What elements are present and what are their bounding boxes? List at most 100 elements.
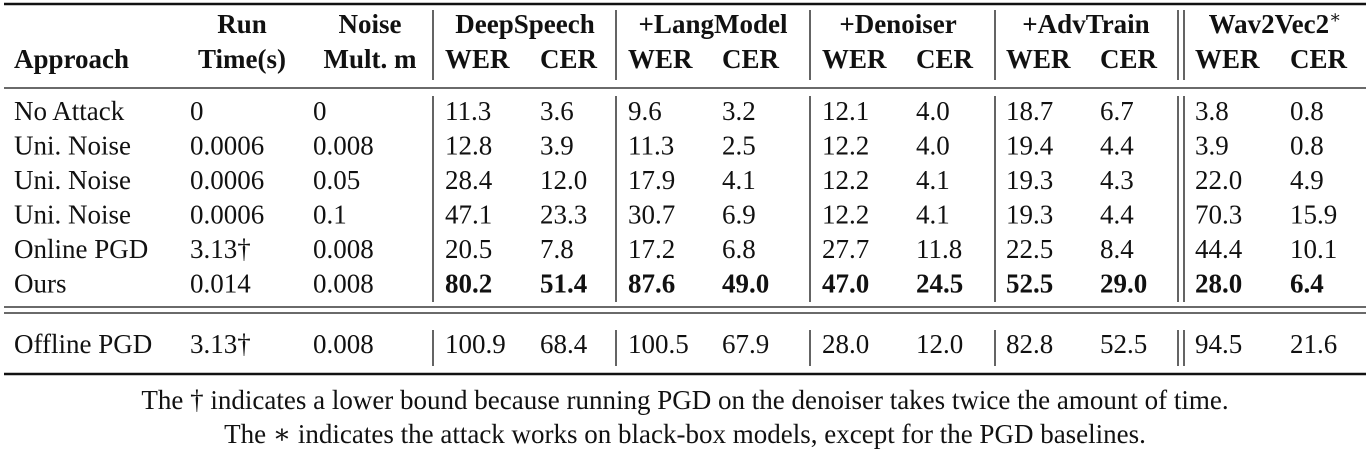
group-header: +AdvTrain (1022, 9, 1149, 39)
cell: 68.4 (540, 329, 588, 359)
row-label: Uni. Noise (14, 165, 131, 195)
cell: 80.2 (445, 269, 492, 299)
header-cell: Time(s) (198, 44, 286, 74)
cell: 7.8 (540, 234, 574, 264)
cell: 6.4 (1290, 269, 1324, 299)
metric-header: CER (1290, 44, 1348, 74)
cell: 19.3 (1006, 165, 1053, 195)
cell: 19.4 (1006, 131, 1054, 161)
cell: 12.2 (822, 165, 869, 195)
cell: 19.3 (1006, 200, 1053, 230)
cell: 4.1 (916, 200, 950, 230)
cell: 11.3 (628, 131, 674, 161)
cell: 6.8 (722, 234, 756, 264)
caption: The † indicates a lower bound because ru… (141, 385, 1228, 415)
cell: 12.2 (822, 200, 869, 230)
cell: 52.5 (1100, 329, 1147, 359)
cell: 27.7 (822, 234, 869, 264)
header-cell: Mult. m (324, 44, 417, 74)
cell: 87.6 (628, 269, 675, 299)
cell: 12.1 (822, 96, 869, 126)
cell: 4.1 (722, 165, 756, 195)
metric-header: WER (445, 44, 510, 74)
group-header: +Denoiser (839, 9, 956, 39)
cell: 4.3 (1100, 165, 1134, 195)
metric-header: CER (540, 44, 598, 74)
cell: 0 (190, 96, 204, 126)
cell: 30.7 (628, 200, 675, 230)
caption: The ∗ indicates the attack works on blac… (224, 419, 1146, 449)
cell: 12.2 (822, 131, 869, 161)
cell: 28.4 (445, 165, 493, 195)
group-header: Wav2Vec2∗ (1209, 7, 1342, 39)
header-cell: Run (217, 9, 267, 39)
cell: 4.0 (916, 96, 950, 126)
header-cell: Noise (339, 9, 402, 39)
cell: 28.0 (1195, 269, 1242, 299)
group-header: DeepSpeech (455, 9, 594, 39)
cell: 24.5 (916, 269, 963, 299)
cell: 9.6 (628, 96, 662, 126)
metric-header: WER (1195, 44, 1260, 74)
group-note: ∗ (1329, 7, 1341, 27)
row-label: Ours (14, 269, 67, 299)
cell: 0.008 (313, 131, 374, 161)
row-label: Offline PGD (14, 329, 152, 359)
cell: 0.1 (313, 200, 347, 230)
cell: 0.8 (1290, 96, 1324, 126)
row-label: Uni. Noise (14, 200, 131, 230)
cell: 4.0 (916, 131, 950, 161)
cell: 3.2 (722, 96, 756, 126)
cell: 100.5 (628, 329, 689, 359)
cell: 100.9 (445, 329, 506, 359)
row-label: Online PGD (14, 234, 148, 264)
cell: 10.1 (1290, 234, 1337, 264)
cell: 23.3 (540, 200, 587, 230)
metric-header: WER (628, 44, 693, 74)
cell: 0.008 (313, 329, 374, 359)
row-label: Uni. Noise (14, 131, 131, 161)
cell: 18.7 (1006, 96, 1053, 126)
cell: 3.13† (190, 234, 251, 264)
group-name: +LangModel (639, 9, 788, 39)
cell: 4.1 (916, 165, 950, 195)
row-label: No Attack (14, 96, 125, 126)
cell: 0 (313, 96, 327, 126)
cell: 82.8 (1006, 329, 1053, 359)
cell: 47.1 (445, 200, 492, 230)
cell: 47.0 (822, 269, 869, 299)
cell: 94.5 (1195, 329, 1242, 359)
cell: 3.13† (190, 329, 251, 359)
cell: 21.6 (1290, 329, 1337, 359)
cell: 52.5 (1006, 269, 1053, 299)
cell: 11.3 (445, 96, 491, 126)
cell: 3.8 (1195, 96, 1229, 126)
cell: 12.8 (445, 131, 492, 161)
cell: 0.0006 (190, 131, 264, 161)
cell: 67.9 (722, 329, 769, 359)
cell: 0.0006 (190, 165, 264, 195)
cell: 6.9 (722, 200, 756, 230)
cell: 0.008 (313, 269, 374, 299)
metric-header: WER (822, 44, 887, 74)
metric-header: CER (1100, 44, 1158, 74)
cell: 4.9 (1290, 165, 1324, 195)
cell: 70.3 (1195, 200, 1242, 230)
cell: 29.0 (1100, 269, 1147, 299)
cell: 12.0 (916, 329, 963, 359)
cell: 22.0 (1195, 165, 1242, 195)
cell: 0.05 (313, 165, 360, 195)
cell: 15.9 (1290, 200, 1337, 230)
cell: 4.4 (1100, 200, 1134, 230)
cell: 3.9 (540, 131, 574, 161)
header-cell: Approach (14, 44, 129, 74)
metric-header: CER (916, 44, 974, 74)
group-name: +AdvTrain (1022, 9, 1149, 39)
cell: 0.014 (190, 269, 251, 299)
cell: 11.8 (916, 234, 962, 264)
cell: 28.0 (822, 329, 869, 359)
cell: 22.5 (1006, 234, 1053, 264)
group-name: +Denoiser (839, 9, 956, 39)
cell: 0.008 (313, 234, 374, 264)
